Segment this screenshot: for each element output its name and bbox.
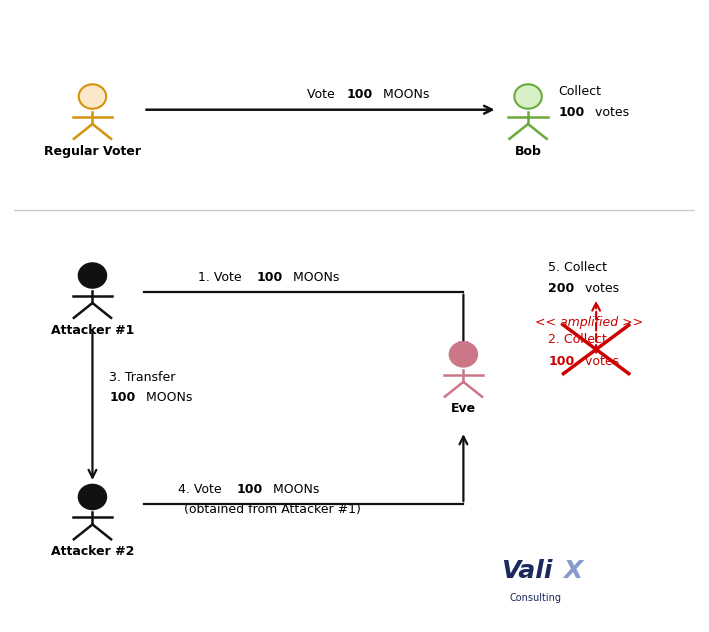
Text: << amplified >>: << amplified >>	[535, 315, 643, 329]
Text: MOONs: MOONs	[269, 483, 320, 496]
Text: 4. Vote: 4. Vote	[177, 483, 225, 496]
Text: MOONs: MOONs	[142, 391, 192, 404]
Text: 200: 200	[549, 282, 575, 295]
Text: 5. Collect: 5. Collect	[549, 260, 608, 274]
Text: Vote: Vote	[307, 88, 339, 100]
Text: Collect: Collect	[559, 85, 602, 97]
Text: Consulting: Consulting	[509, 593, 561, 603]
Text: Bob: Bob	[515, 145, 542, 157]
Text: X: X	[564, 559, 583, 583]
Circle shape	[79, 264, 106, 288]
Text: Vali: Vali	[501, 559, 552, 583]
Text: 100: 100	[257, 271, 283, 284]
Text: votes: votes	[581, 355, 619, 368]
Text: Regular Voter: Regular Voter	[44, 145, 141, 157]
Circle shape	[79, 485, 106, 509]
Text: 3. Transfer: 3. Transfer	[109, 371, 176, 384]
Text: Eve: Eve	[451, 403, 476, 415]
Circle shape	[514, 84, 542, 109]
Text: 100: 100	[109, 391, 135, 404]
Text: 100: 100	[549, 355, 575, 368]
Text: MOONs: MOONs	[289, 271, 340, 284]
Text: 100: 100	[346, 88, 372, 100]
Text: 100: 100	[237, 483, 263, 496]
Text: Attacker #1: Attacker #1	[51, 324, 134, 336]
Text: Attacker #2: Attacker #2	[51, 545, 134, 558]
Text: MOONs: MOONs	[379, 88, 429, 100]
Text: votes: votes	[581, 282, 619, 295]
Text: 100: 100	[559, 106, 585, 119]
Text: votes: votes	[591, 106, 630, 119]
Text: 1. Vote: 1. Vote	[198, 271, 245, 284]
Circle shape	[79, 84, 106, 109]
Circle shape	[450, 342, 477, 367]
Text: 2. Collect: 2. Collect	[549, 333, 608, 346]
Text: (obtained from Attacker #1): (obtained from Attacker #1)	[184, 502, 361, 516]
